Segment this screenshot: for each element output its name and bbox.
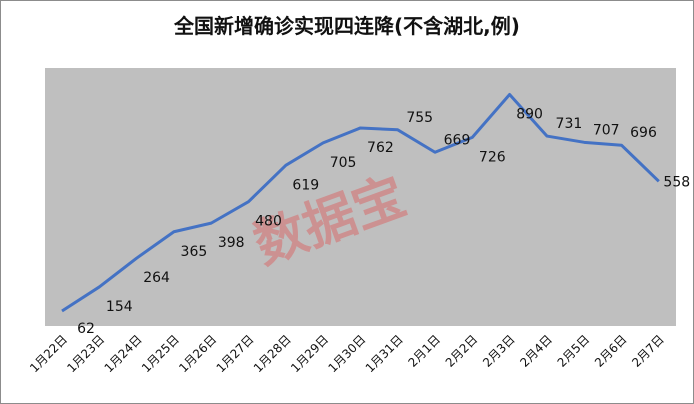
x-tick-label: 2月2日 [443,332,481,370]
x-tick-label: 2月7日 [629,332,667,370]
data-label: 62 [77,321,95,337]
data-label: 705 [330,155,357,171]
data-label: 726 [479,149,506,165]
chart-title: 全国新增确诊实现四连降(不含湖北,例) [174,14,520,38]
x-tick-label: 1月29日 [288,332,331,375]
x-tick-label: 1月30日 [325,332,368,375]
data-label: 365 [181,244,208,260]
data-label: 480 [255,214,282,230]
series-line [61,92,660,313]
data-label: 264 [143,270,170,286]
data-label: 398 [218,235,245,251]
x-tick-label: 1月25日 [139,332,182,375]
x-tick-label: 2月4日 [517,332,555,370]
plot-area [45,68,676,326]
x-tick-label: 1月24日 [102,332,145,375]
data-label: 154 [106,299,133,315]
x-tick-label: 1月27日 [214,332,257,375]
x-tick-label: 1月31日 [363,332,406,375]
data-label: 755 [406,110,433,126]
data-label: 558 [663,174,690,190]
data-label: 762 [367,140,394,156]
x-tick-label: 2月5日 [555,332,593,370]
x-tick-label: 2月1日 [405,332,443,370]
x-tick-label: 1月23日 [64,332,107,375]
data-label: 619 [292,177,319,193]
x-tick-label: 1月26日 [176,332,219,375]
data-label: 669 [444,132,471,148]
data-label: 707 [593,122,620,138]
data-label: 731 [556,116,583,132]
data-label: 696 [630,125,657,141]
data-label: 890 [516,107,543,123]
x-tick-label: 2月3日 [480,332,518,370]
x-tick-label: 1月28日 [251,332,294,375]
x-tick-label: 1月22日 [27,332,70,375]
x-tick-label: 2月6日 [592,332,630,370]
